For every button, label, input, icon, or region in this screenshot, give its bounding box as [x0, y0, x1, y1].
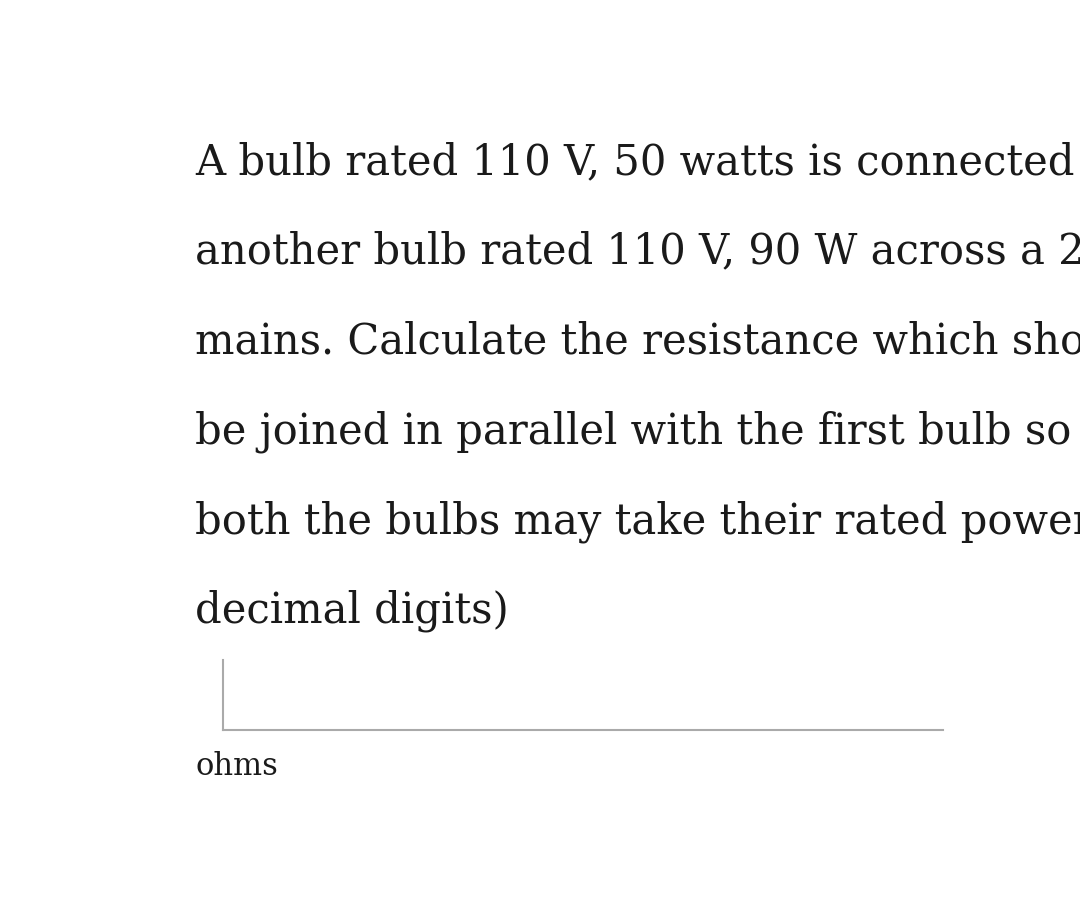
Text: mains. Calculate the resistance which should: mains. Calculate the resistance which sh… [195, 321, 1080, 363]
Text: another bulb rated 110 V, 90 W across a 230 V: another bulb rated 110 V, 90 W across a … [195, 230, 1080, 272]
Text: be joined in parallel with the first bulb so that: be joined in parallel with the first bul… [195, 410, 1080, 453]
Text: A bulb rated 110 V, 50 watts is connected with: A bulb rated 110 V, 50 watts is connecte… [195, 141, 1080, 183]
Text: both the bulbs may take their rated power. (4: both the bulbs may take their rated powe… [195, 500, 1080, 543]
Text: ohms: ohms [195, 752, 279, 783]
Text: decimal digits): decimal digits) [195, 589, 509, 632]
